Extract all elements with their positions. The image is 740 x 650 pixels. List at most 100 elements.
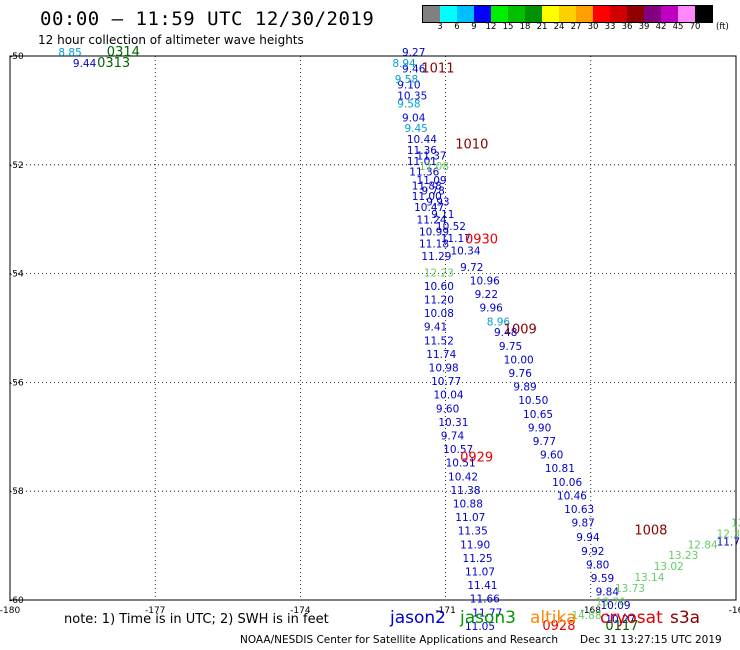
x-tick-label: -168 xyxy=(581,606,602,616)
color-swatch xyxy=(576,6,593,22)
wave-height-label: 11.17 xyxy=(441,233,471,245)
color-scale-tick: 9 xyxy=(471,22,477,32)
wave-height-label: 10.77 xyxy=(431,376,461,388)
pass-time-label: 0314 xyxy=(107,45,140,60)
wave-height-label: 9.11 xyxy=(431,209,454,221)
wave-height-label: 9.96 xyxy=(479,303,503,315)
wave-height-label: 9.80 xyxy=(586,559,609,571)
color-scale-tick: 30 xyxy=(587,22,599,32)
wave-height-label: 11.24 xyxy=(417,215,447,227)
wave-height-label: 8.96 xyxy=(487,316,511,328)
wave-height-label: 10.52 xyxy=(436,221,466,233)
pass-time-label: 0929 xyxy=(460,450,493,465)
wave-height-label: 11.01 xyxy=(407,156,437,168)
color-swatch xyxy=(593,6,610,22)
wave-height-label: 11.29 xyxy=(421,251,451,263)
color-swatch xyxy=(457,6,474,22)
wave-height-label: 10.96 xyxy=(470,275,500,287)
footer-credit: NOAA/NESDIS Center for Satellite Applica… xyxy=(240,634,558,646)
wave-height-label: 9.76 xyxy=(509,368,533,380)
wave-height-label: 11.36 xyxy=(409,167,439,179)
wave-height-label: 11.20 xyxy=(424,295,454,307)
wave-height-label: 9.48 xyxy=(494,327,517,339)
color-swatch xyxy=(542,6,559,22)
legend-jason2: jason2 xyxy=(390,608,446,628)
wave-height-label: 10.44 xyxy=(407,134,437,146)
wave-height-label: 11.77 xyxy=(472,607,502,619)
color-scale-tick: 27 xyxy=(570,22,582,32)
wave-height-label: 13.02 xyxy=(654,561,684,573)
wave-height-label: 9.75 xyxy=(499,341,522,353)
wave-height-label: 9.74 xyxy=(441,431,465,443)
wave-height-label: 9.60 xyxy=(540,450,563,462)
wave-height-label: 10.46 xyxy=(557,490,587,502)
wave-height-label: 9.44 xyxy=(73,58,97,70)
color-swatch xyxy=(661,6,678,22)
pass-time-label: 0117 xyxy=(605,619,638,634)
x-tick-label: -177 xyxy=(145,606,165,616)
x-tick-label: -16 xyxy=(729,606,740,616)
wave-height-label: 9.22 xyxy=(475,289,498,301)
pass-time-label: 1008 xyxy=(634,524,667,539)
wave-height-label: 12.84 xyxy=(688,539,718,551)
wave-height-label: 10.81 xyxy=(545,463,575,475)
wave-height-label: 11.05 xyxy=(465,621,495,633)
footer-note: note: 1) Time is in UTC; 2) SWH is in fe… xyxy=(64,612,329,627)
wave-height-label: 10.04 xyxy=(434,390,464,402)
legend-altika: altika xyxy=(530,608,577,628)
wave-height-label: 11.90 xyxy=(460,539,490,551)
wave-height-label: 14.88 xyxy=(571,610,601,622)
wave-height-label: 10.98 xyxy=(429,363,459,375)
wave-height-label: 13.14 xyxy=(634,572,664,584)
y-tick-label: -56 xyxy=(9,378,24,388)
plot-border xyxy=(9,55,737,601)
footer-timestamp: Dec 31 13:27:15 UTC 2019 xyxy=(580,634,722,646)
wave-height-label: 11.38 xyxy=(450,485,480,497)
legend-s3a: s3a xyxy=(670,608,701,628)
color-scale-tick: 42 xyxy=(655,22,667,32)
wave-height-label: 13.70 xyxy=(596,596,626,608)
wave-height-label: 10.42 xyxy=(448,471,478,483)
wave-height-label: 9.58 xyxy=(397,99,420,111)
color-swatch xyxy=(440,6,457,22)
plot-frame xyxy=(9,55,737,601)
wave-height-label: 11.25 xyxy=(463,553,493,565)
wave-height-label: 9.60 xyxy=(436,403,459,415)
color-swatch xyxy=(474,6,491,22)
chart-subtitle: 12 hour collection of altimeter wave hei… xyxy=(38,33,304,47)
wave-height-label: 10.88 xyxy=(453,499,483,511)
wave-height-label: 11.08 xyxy=(419,161,449,173)
color-scale-tick: 12 xyxy=(485,22,497,32)
color-scale-tick: 18 xyxy=(519,22,531,32)
wave-height-label: 11.66 xyxy=(470,594,500,606)
y-tick-label: -54 xyxy=(9,270,24,280)
wave-height-label: 11.09 xyxy=(417,175,447,187)
color-swatch xyxy=(559,6,576,22)
wave-height-label: 11.74 xyxy=(426,349,456,361)
wave-height-label: 9.87 xyxy=(571,518,594,530)
color-scale-bar xyxy=(422,5,713,23)
wave-height-label: 9.89 xyxy=(513,382,536,394)
grid-lines xyxy=(10,56,736,600)
legend-jason3: jason3 xyxy=(460,608,516,628)
color-scale-tick: 6 xyxy=(454,22,460,32)
pass-time-label: 1009 xyxy=(504,322,537,337)
color-scale-labels: 3 6 9 12 15 18 21 24 27 30 33 36 39 42 45 70 xyxy=(422,22,740,34)
wave-height-label: 9.27 xyxy=(402,47,425,59)
wave-height-label: 9.84 xyxy=(596,587,620,599)
color-swatch xyxy=(491,6,508,22)
legend-cryosat: cryosat xyxy=(600,608,663,628)
wave-height-label: 11.00 xyxy=(412,191,442,203)
wave-height-label: 13.23 xyxy=(668,550,698,562)
wave-height-label: 12 xyxy=(731,518,740,530)
wave-height-label: 9.46 xyxy=(402,63,426,75)
wave-height-label: 12.23 xyxy=(424,267,454,279)
wave-height-label: 11.37 xyxy=(417,150,447,162)
wave-height-label: 10.47 xyxy=(414,202,444,214)
x-tick-label: -180 xyxy=(0,606,20,616)
wave-height-label: 10.50 xyxy=(518,395,548,407)
wave-height-label: 11.35 xyxy=(458,526,488,538)
wave-height-label: 9.90 xyxy=(528,422,551,434)
wave-height-label: 10.51 xyxy=(446,458,476,470)
color-scale-tick: 45 xyxy=(672,22,684,32)
